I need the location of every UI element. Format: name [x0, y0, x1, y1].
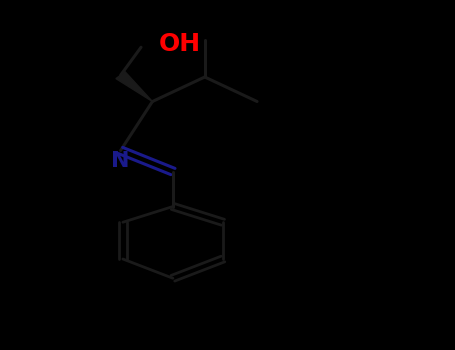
Text: OH: OH: [159, 32, 202, 56]
Polygon shape: [116, 72, 152, 102]
Text: N: N: [111, 151, 130, 171]
